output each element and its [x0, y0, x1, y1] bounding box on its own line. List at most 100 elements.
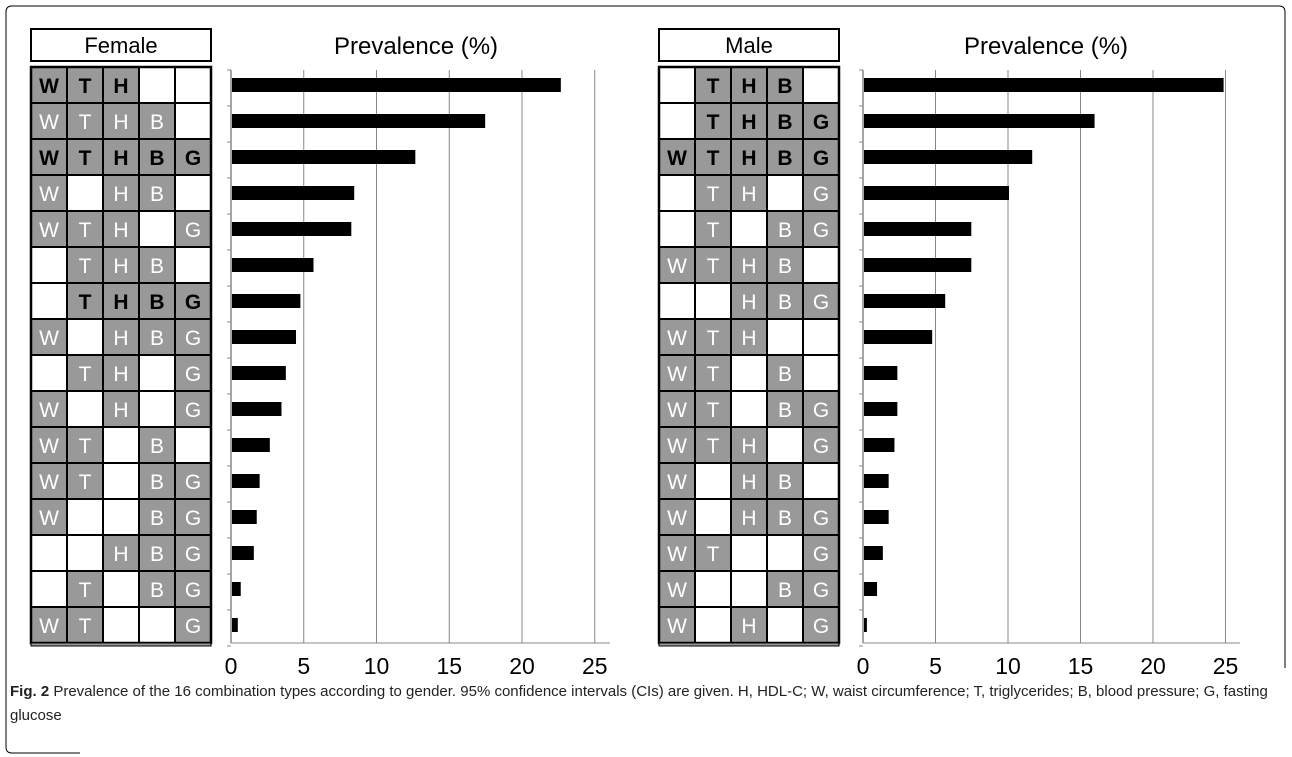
female-group-label: Female — [84, 33, 157, 58]
female-cell-label-r9-g: G — [185, 363, 201, 386]
female-cell-label-r7-h: H — [113, 291, 128, 314]
male-cell-r7-t — [694, 282, 732, 320]
male-cell-label-r14-w: W — [667, 543, 687, 566]
female-cell-label-r8-w: W — [39, 327, 59, 350]
male-cell-r15-h — [730, 570, 768, 608]
female-cell-r1-h — [102, 66, 140, 104]
female-cell-label-r15-g: G — [185, 579, 201, 602]
male-cell-label-r12-b: B — [778, 471, 792, 494]
female-cell-label-r7-g: G — [185, 291, 201, 314]
female-cell-label-r8-g: G — [185, 327, 201, 350]
female-cell-label-r11-b: B — [150, 435, 164, 458]
male-cell-label-r3-b: B — [777, 147, 792, 170]
male-cell-r6-g — [802, 246, 840, 284]
female-cell-r4-w — [30, 174, 68, 212]
male-cell-r6-t — [694, 246, 732, 284]
male-cell-r16-h — [730, 606, 768, 644]
female-cell-r16-g — [174, 606, 212, 644]
female-cell-label-r16-w: W — [39, 615, 59, 638]
male-bar-11 — [864, 438, 895, 452]
female-cell-r5-g — [174, 210, 212, 248]
male-cell-r4-w — [658, 174, 696, 212]
male-x-tick-label-0: 0 — [857, 653, 870, 679]
female-cell-r4-h — [102, 174, 140, 212]
female-cell-r8-b — [138, 318, 176, 356]
female-cell-r7-w — [30, 282, 68, 320]
male-bar-4 — [864, 186, 1009, 200]
female-cell-r1-b — [138, 66, 176, 104]
female-cell-r1-t — [66, 66, 104, 104]
male-x-tick-label-10: 10 — [995, 653, 1021, 679]
female-bar-1 — [232, 78, 561, 92]
male-cell-r16-t — [694, 606, 732, 644]
male-cell-r10-b — [766, 390, 804, 428]
female-cell-r16-t — [66, 606, 104, 644]
female-cell-label-r14-g: G — [185, 543, 201, 566]
female-cell-label-r13-w: W — [39, 507, 59, 530]
female-cell-r9-w — [30, 354, 68, 392]
male-cell-label-r4-t: T — [707, 183, 720, 206]
female-cell-label-r3-g: G — [185, 147, 201, 170]
male-cell-r8-t — [694, 318, 732, 356]
female-table-foot — [30, 642, 212, 647]
female-cell-label-r3-w: W — [39, 147, 59, 170]
female-cell-r2-t — [66, 102, 104, 140]
female-bar-10 — [232, 402, 282, 416]
male-cell-r4-g — [802, 174, 840, 212]
male-cell-label-r10-b: B — [778, 399, 792, 422]
male-cell-label-r13-h: H — [741, 507, 756, 530]
male-cell-r5-g — [802, 210, 840, 248]
female-cell-r13-b — [138, 498, 176, 536]
female-cell-label-r6-h: H — [113, 255, 128, 278]
male-cell-label-r10-w: W — [667, 399, 687, 422]
male-x-tick-label-15: 15 — [1068, 653, 1094, 679]
male-table-foot — [658, 642, 840, 647]
female-cell-label-r4-w: W — [39, 183, 59, 206]
male-cell-r1-g — [802, 66, 840, 104]
female-cell-r7-b — [138, 282, 176, 320]
male-bar-9 — [864, 366, 898, 380]
male-cell-label-r2-b: B — [777, 111, 792, 134]
male-cell-label-r14-t: T — [707, 543, 720, 566]
male-cell-r10-h — [730, 390, 768, 428]
male-cell-label-r2-t: T — [707, 111, 720, 134]
male-cell-label-r16-w: W — [667, 615, 687, 638]
female-x-tick-label-25: 25 — [582, 653, 608, 679]
female-cell-r4-t — [66, 174, 104, 212]
female-bar-11 — [232, 438, 270, 452]
male-cell-r2-w — [658, 102, 696, 140]
male-cell-label-r10-t: T — [707, 399, 720, 422]
male-cell-label-r15-w: W — [667, 579, 687, 602]
female-cell-r16-b — [138, 606, 176, 644]
male-bar-8 — [864, 330, 933, 344]
female-bar-6 — [232, 258, 314, 272]
male-cell-r10-t — [694, 390, 732, 428]
female-cell-label-r3-t: T — [79, 147, 92, 170]
male-cell-label-r9-t: T — [707, 363, 720, 386]
male-cell-label-r3-t: T — [707, 147, 720, 170]
male-bar-16 — [864, 618, 867, 632]
female-cell-label-r10-w: W — [39, 399, 59, 422]
female-bar-13 — [232, 510, 257, 524]
female-cell-r12-g — [174, 462, 212, 500]
female-cell-label-r6-t: T — [79, 255, 92, 278]
male-group-label: Male — [725, 33, 773, 58]
female-cell-label-r12-b: B — [150, 471, 164, 494]
female-cell-label-r8-h: H — [113, 327, 128, 350]
figure-border — [5, 5, 1286, 754]
female-cell-label-r14-b: B — [150, 543, 164, 566]
female-cell-label-r14-h: H — [113, 543, 128, 566]
female-cell-r6-g — [174, 246, 212, 284]
male-bar-2 — [864, 114, 1095, 128]
male-cell-r15-t — [694, 570, 732, 608]
male-cell-r13-b — [766, 498, 804, 536]
female-bar-7 — [232, 294, 301, 308]
male-cell-label-r13-w: W — [667, 507, 687, 530]
male-bar-1 — [864, 78, 1224, 92]
male-cell-r12-g — [802, 462, 840, 500]
female-cell-r8-g — [174, 318, 212, 356]
female-cell-r9-b — [138, 354, 176, 392]
male-cell-label-r5-g: G — [813, 219, 829, 242]
female-cell-label-r1-h: H — [113, 75, 128, 98]
female-x-tick-label-5: 5 — [297, 653, 310, 679]
